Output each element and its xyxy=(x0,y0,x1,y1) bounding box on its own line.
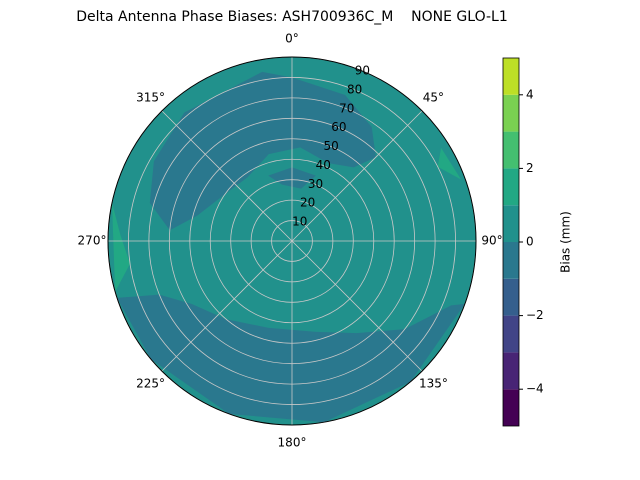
colorbar-band xyxy=(503,389,519,426)
contour-region xyxy=(437,147,462,180)
colorbar-band xyxy=(503,242,519,279)
colorbar-band xyxy=(503,278,519,316)
contour-region xyxy=(149,71,376,231)
colorbar-tick-label: −4 xyxy=(526,382,544,396)
r-tick-label: 30 xyxy=(308,177,323,191)
colorbar-band xyxy=(503,94,519,132)
colorbar-band xyxy=(503,205,519,242)
contour-region xyxy=(112,202,131,292)
r-tick-label: 50 xyxy=(323,139,338,153)
theta-tick-label: 180° xyxy=(278,436,307,450)
theta-tick-label: 135° xyxy=(419,376,448,390)
chart-title: Delta Antenna Phase Biases: ASH700936C_M… xyxy=(76,9,508,25)
theta-tick-label: 270° xyxy=(78,234,107,248)
colorbar-tick-label: 0 xyxy=(526,235,534,249)
r-tick-label: 70 xyxy=(339,101,354,115)
colorbar-tick-label: −2 xyxy=(526,308,544,322)
colorbar-band xyxy=(503,131,519,169)
grid-line xyxy=(161,240,293,372)
theta-tick-label: 225° xyxy=(136,376,165,390)
r-tick-label: 10 xyxy=(292,215,307,229)
theta-tick-label: 45° xyxy=(423,91,444,105)
colorbar-tick-label: 4 xyxy=(526,87,534,101)
r-tick-label: 40 xyxy=(316,158,331,172)
theta-tick-label: 90° xyxy=(481,234,502,248)
grid-line xyxy=(291,240,423,372)
r-tick-label: 60 xyxy=(331,120,346,134)
theta-tick-label: 315° xyxy=(136,91,165,105)
r-tick-label: 20 xyxy=(300,196,315,210)
colorbar-band xyxy=(503,315,519,353)
theta-tick-label: 0° xyxy=(285,32,299,46)
grid-line xyxy=(161,110,293,242)
grid-line xyxy=(291,110,423,242)
colorbar-band xyxy=(503,168,519,206)
colorbar-label: Bias (mm) xyxy=(559,211,573,273)
r-tick-label: 80 xyxy=(347,82,362,96)
colorbar-tick-label: 2 xyxy=(526,161,534,175)
polar-frame xyxy=(107,56,477,426)
colorbar-band xyxy=(503,58,519,95)
r-tick-label: 90 xyxy=(355,64,370,78)
colorbar-band xyxy=(503,352,519,390)
